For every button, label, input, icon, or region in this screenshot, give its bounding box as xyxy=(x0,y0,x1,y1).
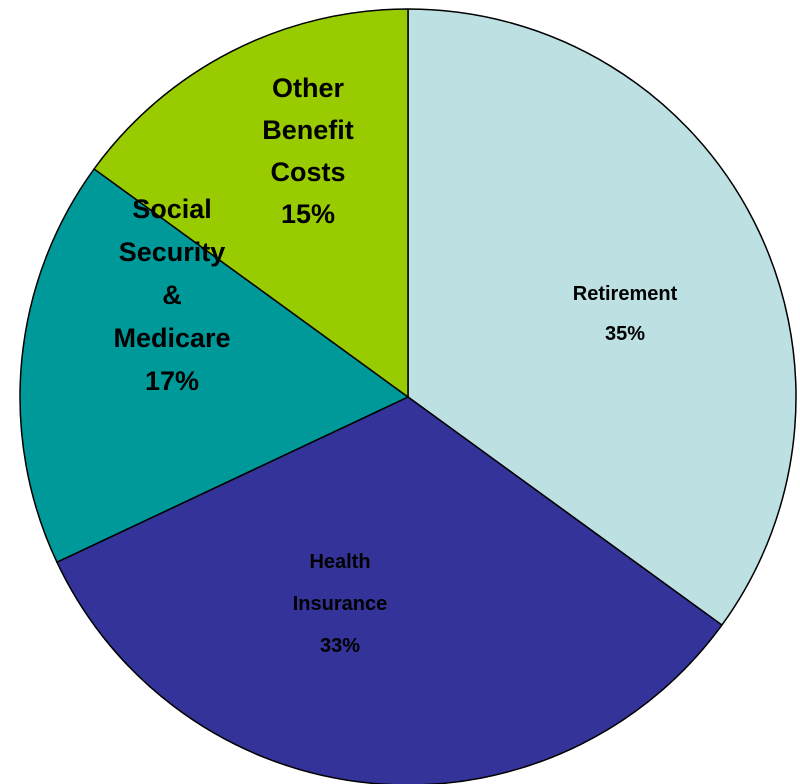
slice-label-line: Medicare xyxy=(113,323,230,353)
slice-percent: 17% xyxy=(145,366,199,396)
pie-slice-other-benefit-costs xyxy=(93,8,409,398)
slice-percent: 15% xyxy=(281,199,335,229)
slice-label-line: Costs xyxy=(270,157,345,187)
slice-percent: 33% xyxy=(320,635,360,657)
slice-label-social-security-medicare: Social Security & Medicare 17% xyxy=(113,194,230,396)
slice-percent: 35% xyxy=(605,323,645,345)
slice-label-line: Insurance xyxy=(293,593,387,615)
slice-label-retirement: Retirement 35% xyxy=(573,283,678,345)
pie-slice-retirement xyxy=(407,8,797,626)
slice-label-line: Benefit xyxy=(262,115,354,145)
pie-slices xyxy=(19,8,797,784)
slice-label-line: Other xyxy=(272,73,345,103)
slice-label-health-insurance: Health Insurance 33% xyxy=(293,551,387,657)
slice-label-line: & xyxy=(162,280,182,310)
pie-slice-health-insurance xyxy=(56,396,723,784)
slice-label-other-benefit-costs: Other Benefit Costs 15% xyxy=(262,73,354,229)
slice-label-line: Social xyxy=(132,194,212,224)
slice-label-line: Health xyxy=(309,551,370,573)
pie-slice-social-security-medicare xyxy=(19,168,409,563)
slice-label-line: Security xyxy=(119,237,226,267)
slice-label-line: Retirement xyxy=(573,283,678,305)
pie-labels: Retirement 35% Health Insurance 33% Social Sec… xyxy=(113,73,677,657)
